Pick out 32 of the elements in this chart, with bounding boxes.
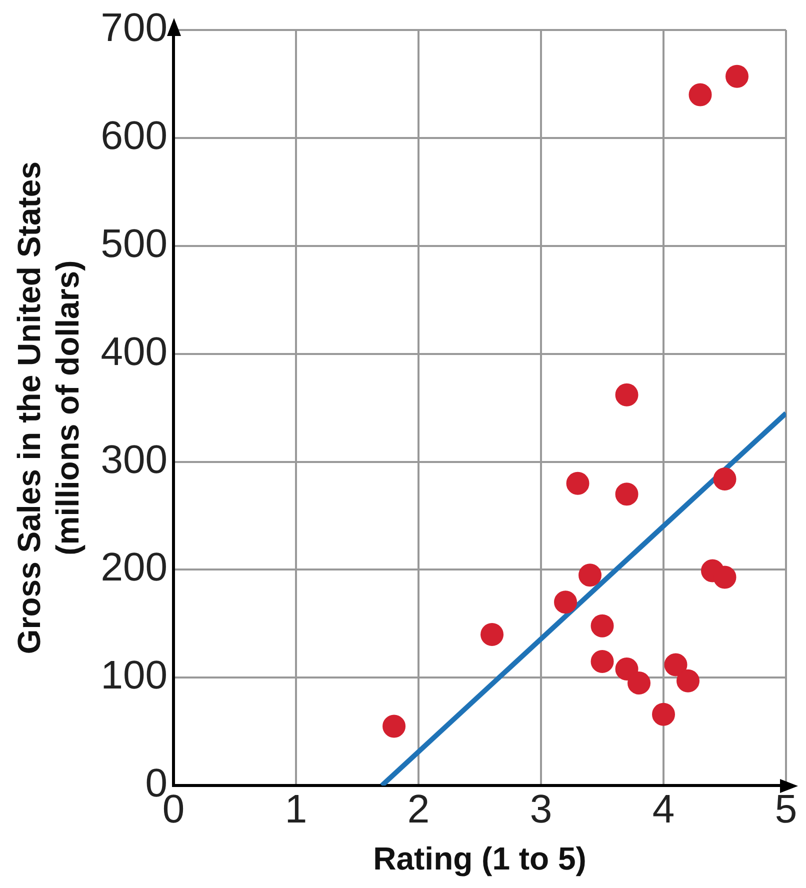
y-tick-label: 400 <box>100 330 168 374</box>
x-tick-label: 3 <box>530 788 552 832</box>
point <box>480 622 504 646</box>
y-tick-label: 600 <box>100 114 168 158</box>
point <box>628 672 651 695</box>
x-tick-label: 5 <box>774 788 798 832</box>
point <box>615 383 638 406</box>
x-tick-label: 2 <box>407 788 430 832</box>
point <box>566 472 590 495</box>
point <box>726 64 749 88</box>
y-tick-label: 300 <box>100 438 168 482</box>
y-tick-label: 500 <box>100 222 168 266</box>
point <box>688 83 712 106</box>
point <box>676 669 700 692</box>
point <box>713 566 736 589</box>
point <box>578 564 602 587</box>
y-axis-title: Gross Sales in the United States (millions of dollars) <box>11 162 86 654</box>
point <box>713 468 736 491</box>
point <box>382 714 406 738</box>
x-axis-title: Rating (1 to 5) <box>373 840 586 877</box>
point <box>615 482 638 506</box>
point <box>664 653 688 676</box>
point <box>554 590 578 614</box>
x-tick-label: 1 <box>284 788 308 832</box>
y-tick-label: 200 <box>100 546 168 590</box>
point <box>615 658 638 681</box>
point <box>590 614 614 638</box>
point <box>652 702 676 726</box>
point <box>590 650 614 673</box>
x-tick-label: 4 <box>652 788 675 832</box>
y-tick-label: 700 <box>100 6 168 50</box>
y-tick-label: 100 <box>100 654 168 698</box>
